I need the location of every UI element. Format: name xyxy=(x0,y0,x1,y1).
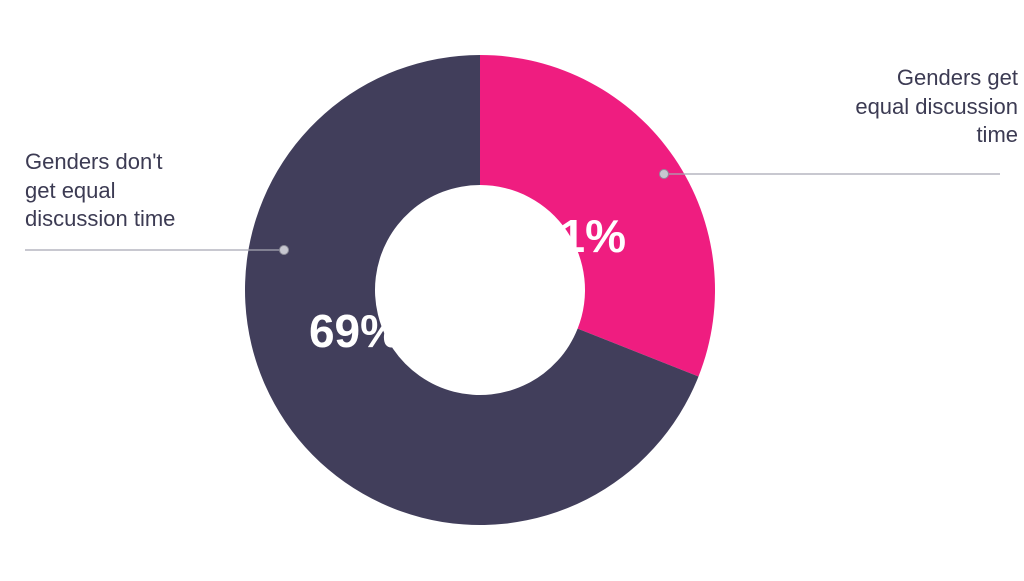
slice-label-not_equal: Genders don't get equal discussion time xyxy=(25,148,225,234)
callout-dot-equal xyxy=(660,170,669,179)
donut-chart-container: 31% 69% Genders get equal discussion time… xyxy=(0,0,1024,581)
callout-dot-not_equal xyxy=(280,246,289,255)
slice-label-equal: Genders get equal discussion time xyxy=(828,64,1018,150)
slice-value-equal: 31% xyxy=(534,210,626,262)
slice-value-not_equal: 69% xyxy=(309,305,401,357)
